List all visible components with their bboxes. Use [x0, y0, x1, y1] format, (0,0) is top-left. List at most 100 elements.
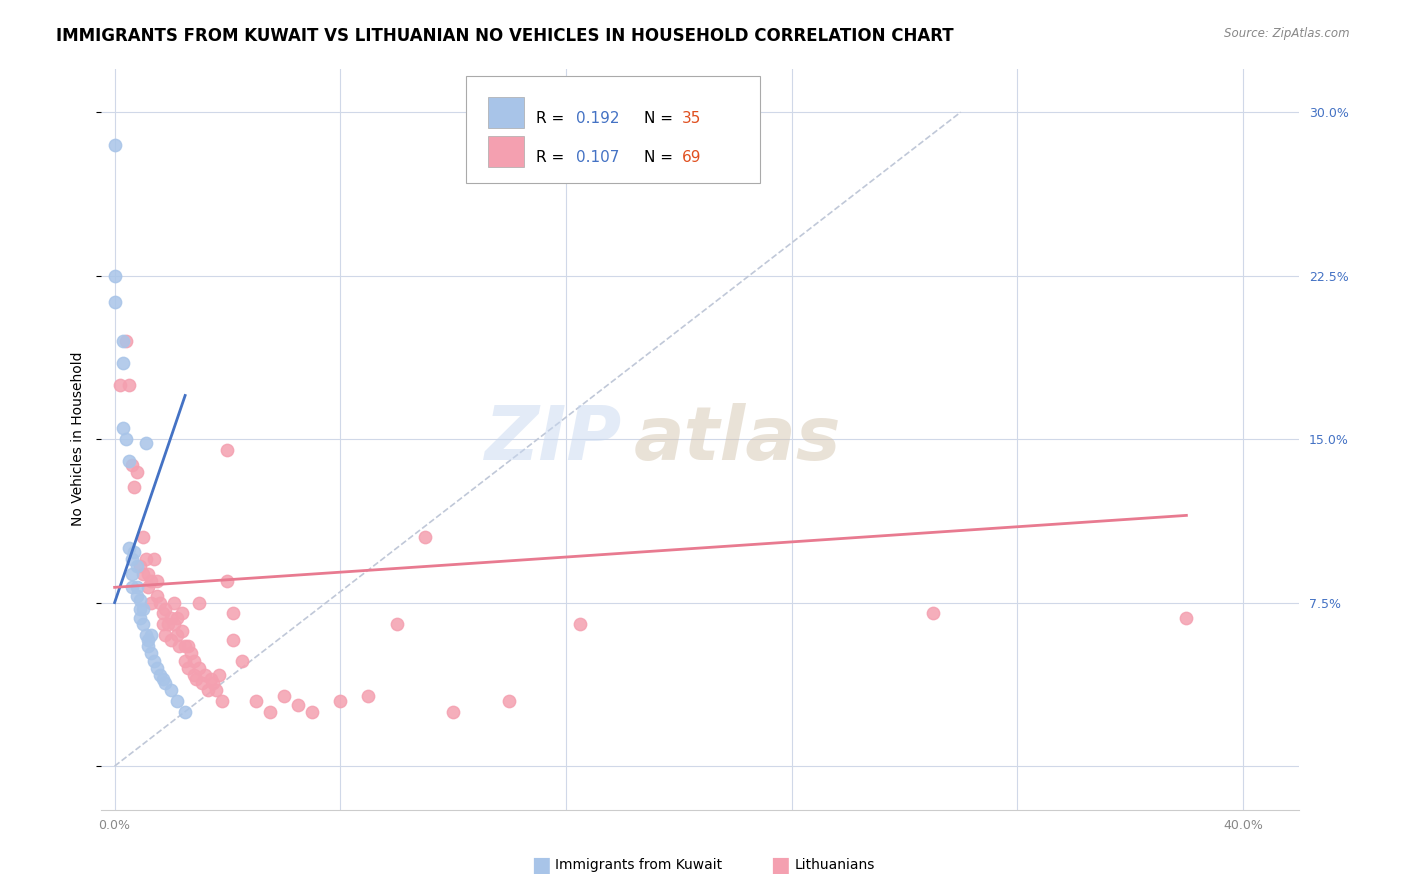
Point: [143, 655, 166, 669]
Point: [222, 632, 245, 647]
Point: [202, 676, 225, 690]
Point: [921, 607, 943, 621]
Text: 0.192: 0.192: [576, 111, 620, 126]
Text: R =: R =: [536, 111, 569, 126]
Point: [217, 442, 239, 457]
Point: [174, 705, 197, 719]
Point: [163, 617, 186, 632]
Point: [110, 377, 132, 392]
Point: [183, 667, 205, 681]
Point: [166, 611, 188, 625]
Text: R =: R =: [536, 150, 569, 165]
Text: N =: N =: [644, 111, 678, 126]
Point: [146, 661, 169, 675]
Point: [129, 593, 152, 607]
Point: [273, 690, 295, 704]
Point: [135, 436, 157, 450]
Point: [112, 334, 135, 348]
Point: [118, 377, 141, 392]
Text: 35: 35: [682, 111, 702, 126]
Point: [191, 676, 214, 690]
Point: [112, 356, 135, 370]
FancyBboxPatch shape: [488, 96, 523, 128]
Text: Immigrants from Kuwait: Immigrants from Kuwait: [555, 858, 723, 872]
Point: [160, 611, 183, 625]
Text: Lithuanians: Lithuanians: [794, 858, 875, 872]
Point: [104, 137, 127, 152]
Point: [104, 268, 127, 283]
Point: [141, 628, 163, 642]
Point: [180, 646, 202, 660]
Point: [143, 552, 166, 566]
Point: [183, 655, 205, 669]
Point: [163, 596, 186, 610]
Point: [301, 705, 323, 719]
Point: [121, 580, 143, 594]
Point: [112, 421, 135, 435]
Point: [141, 646, 163, 660]
Point: [188, 596, 211, 610]
Point: [127, 589, 149, 603]
Point: [152, 607, 174, 621]
Point: [172, 607, 194, 621]
Text: Source: ZipAtlas.com: Source: ZipAtlas.com: [1225, 27, 1350, 40]
Point: [357, 690, 380, 704]
Point: [149, 667, 172, 681]
Point: [129, 611, 152, 625]
Point: [385, 617, 408, 632]
Point: [155, 676, 177, 690]
Point: [132, 530, 155, 544]
Point: [174, 639, 197, 653]
Point: [441, 705, 464, 719]
Point: [157, 617, 180, 632]
Point: [169, 639, 191, 653]
Point: [222, 607, 245, 621]
Point: [259, 705, 281, 719]
Point: [152, 672, 174, 686]
Point: [197, 682, 219, 697]
Text: atlas: atlas: [634, 402, 841, 475]
Point: [132, 567, 155, 582]
Point: [1175, 611, 1198, 625]
Point: [152, 617, 174, 632]
Point: [155, 628, 177, 642]
Point: [132, 602, 155, 616]
Point: [208, 667, 231, 681]
Text: ZIP: ZIP: [485, 402, 621, 475]
Point: [146, 589, 169, 603]
Point: [287, 698, 309, 712]
Point: [166, 628, 188, 642]
Point: [115, 432, 138, 446]
Point: [177, 661, 200, 675]
Point: [135, 552, 157, 566]
Point: [121, 458, 143, 473]
Point: [146, 574, 169, 588]
Text: N =: N =: [644, 150, 678, 165]
Point: [172, 624, 194, 638]
Point: [498, 694, 520, 708]
Point: [127, 580, 149, 594]
Point: [121, 552, 143, 566]
Point: [413, 530, 436, 544]
Point: [127, 558, 149, 573]
Point: [211, 694, 233, 708]
Point: [149, 596, 172, 610]
Point: [200, 672, 222, 686]
Point: [177, 639, 200, 653]
Point: [141, 596, 163, 610]
Point: [141, 574, 163, 588]
Point: [124, 545, 146, 559]
Point: [205, 682, 228, 697]
Text: 69: 69: [682, 150, 702, 165]
Point: [160, 682, 183, 697]
FancyBboxPatch shape: [467, 76, 759, 184]
Text: ■: ■: [531, 855, 551, 875]
Point: [118, 454, 141, 468]
Point: [569, 617, 592, 632]
Point: [138, 567, 160, 582]
Point: [160, 632, 183, 647]
Text: 0.107: 0.107: [576, 150, 620, 165]
Point: [132, 617, 155, 632]
Point: [138, 632, 160, 647]
Point: [188, 661, 211, 675]
